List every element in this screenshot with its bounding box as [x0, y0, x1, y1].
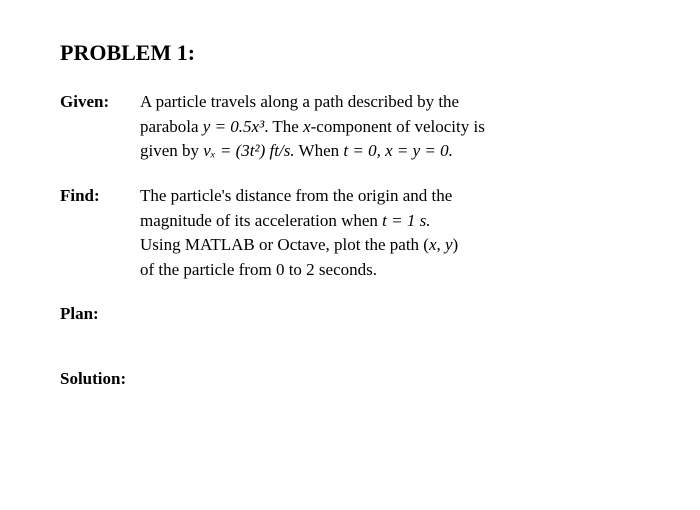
find-line1: The particle's distance from the origin … — [140, 186, 452, 205]
find-line3-comma: , — [437, 235, 446, 254]
given-line3-vx: vₓ — [203, 141, 215, 160]
given-line3-p1: given by — [140, 141, 203, 160]
given-section: Given: A particle travels along a path d… — [60, 90, 640, 164]
find-content: The particle's distance from the origin … — [140, 184, 640, 283]
find-line2-p1: magnitude of its acceleration when — [140, 211, 382, 230]
plan-label: Plan: — [60, 302, 140, 327]
find-line3-y: y — [445, 235, 453, 254]
problem-title: PROBLEM 1: — [60, 40, 640, 66]
find-line3-close: ) — [453, 235, 459, 254]
given-line3-cond: t = 0, x = y = 0. — [343, 141, 452, 160]
find-line2-eq: t = 1 s. — [382, 211, 430, 230]
find-line3-p1: Using MATLAB or Octave, plot the path ( — [140, 235, 429, 254]
given-line3-p2: When — [295, 141, 344, 160]
find-section: Find: The particle's distance from the o… — [60, 184, 640, 283]
given-line2-p1: parabola — [140, 117, 203, 136]
given-line2-p3: -component of velocity is — [311, 117, 485, 136]
solution-content — [140, 367, 640, 392]
solution-label: Solution: — [60, 367, 140, 392]
given-label: Given: — [60, 90, 140, 164]
find-line4: of the particle from 0 to 2 seconds. — [140, 260, 377, 279]
given-content: A particle travels along a path describe… — [140, 90, 640, 164]
solution-section: Solution: — [60, 367, 640, 392]
given-line2-eq: y = 0.5x³ — [203, 117, 264, 136]
given-line1: A particle travels along a path describe… — [140, 92, 459, 111]
plan-section: Plan: — [60, 302, 640, 327]
plan-content — [140, 302, 640, 327]
find-label: Find: — [60, 184, 140, 283]
given-line2-var: x — [303, 117, 311, 136]
given-line3-eq: = (3t²) ft/s. — [216, 141, 295, 160]
given-line2-p2: . The — [264, 117, 303, 136]
find-line3-x: x — [429, 235, 437, 254]
